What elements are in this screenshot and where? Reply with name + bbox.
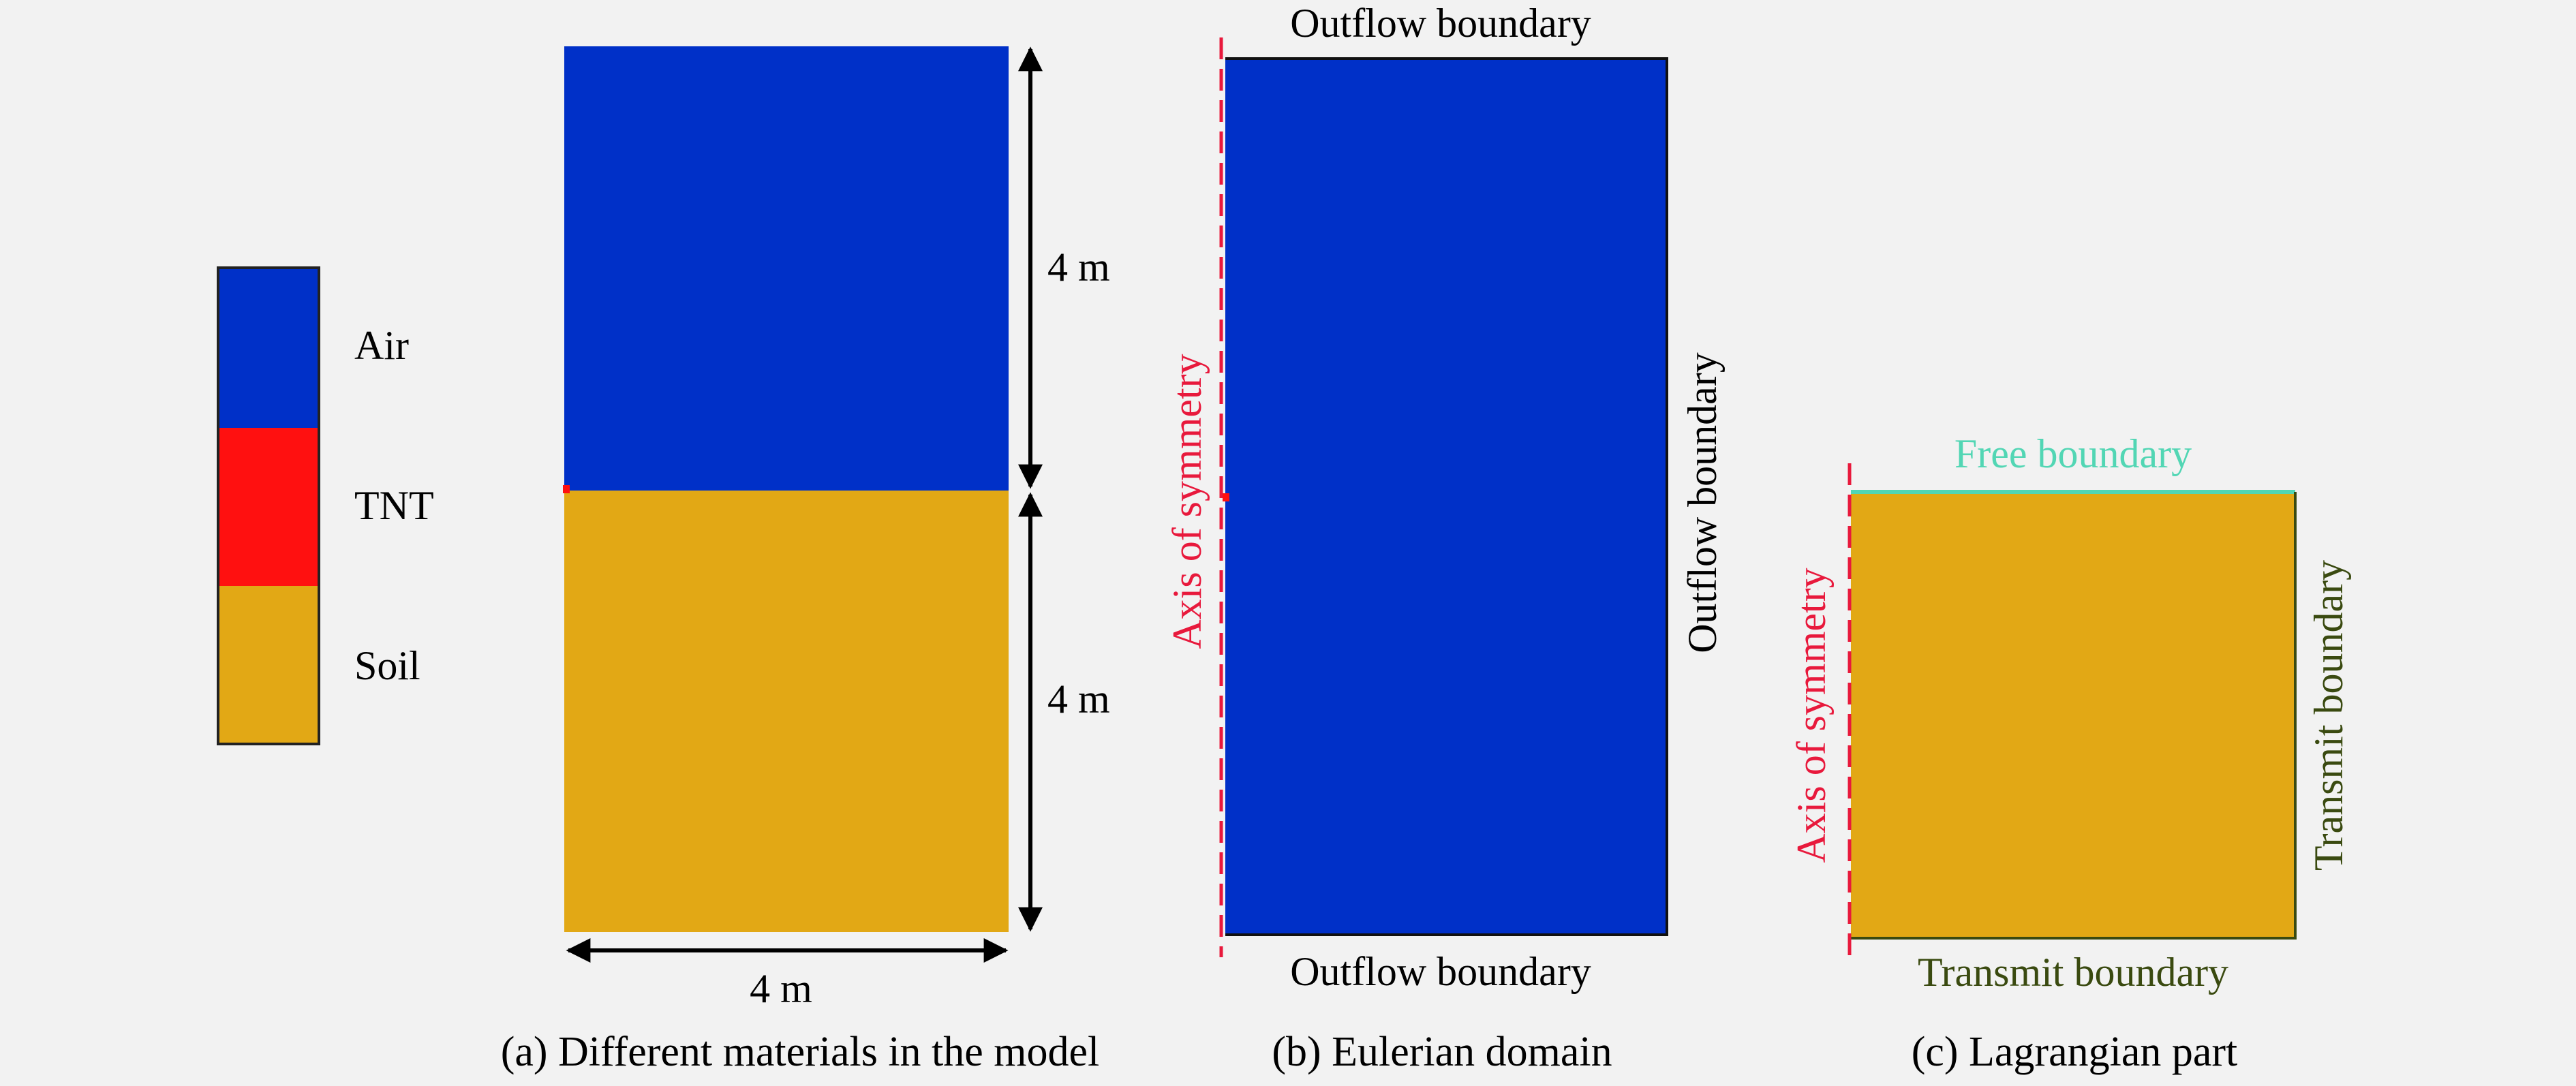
soil-region bbox=[564, 491, 1009, 932]
legend-frame bbox=[217, 266, 320, 745]
tnt-charge bbox=[563, 485, 570, 493]
tnt-charge-b bbox=[1223, 493, 1229, 501]
material-legend: Air TNT Soil bbox=[217, 266, 434, 745]
legend-label-tnt: TNT bbox=[354, 483, 434, 528]
panel-c: Free boundary Transmit boundary Transmit… bbox=[1789, 431, 2351, 1075]
outflow-boundary-line bbox=[1225, 57, 1668, 936]
transmit-boundary-label-bottom: Transmit boundary bbox=[1918, 950, 2228, 995]
dimension-label-width: 4 m bbox=[750, 966, 812, 1011]
axis-label-b: Axis of symmetry bbox=[1165, 354, 1210, 649]
panel-b: Outflow boundary Outflow boundary Outflo… bbox=[1165, 1, 1725, 1075]
transmit-boundary-line bbox=[1851, 492, 2297, 940]
lagrangian-part bbox=[1851, 492, 2295, 938]
panel-a: 4 m 4 m 4 m (a) Different materials in t… bbox=[501, 46, 1110, 1075]
free-boundary-label: Free boundary bbox=[1954, 431, 2192, 476]
axis-label-c: Axis of symmetry bbox=[1789, 568, 1834, 863]
dimension-label-top: 4 m bbox=[1047, 245, 1110, 290]
legend-label-air: Air bbox=[354, 323, 409, 368]
caption-a: (a) Different materials in the model bbox=[501, 1029, 1100, 1075]
outflow-label-bottom: Outflow boundary bbox=[1290, 949, 1591, 994]
outflow-label-top: Outflow boundary bbox=[1290, 1, 1591, 46]
dimension-label-bottom: 4 m bbox=[1047, 677, 1110, 722]
legend-label-soil: Soil bbox=[354, 643, 420, 688]
legend-swatch-soil bbox=[218, 586, 319, 744]
caption-b: (b) Eulerian domain bbox=[1272, 1029, 1612, 1075]
air-region bbox=[564, 46, 1009, 491]
legend-swatch-air bbox=[218, 268, 319, 428]
caption-c: (c) Lagrangian part bbox=[1912, 1029, 2238, 1075]
transmit-boundary-label-right: Transmit boundary bbox=[2306, 560, 2351, 871]
eulerian-domain bbox=[1225, 59, 1667, 935]
outflow-label-right: Outflow boundary bbox=[1680, 352, 1725, 653]
legend-swatch-tnt bbox=[218, 428, 319, 586]
